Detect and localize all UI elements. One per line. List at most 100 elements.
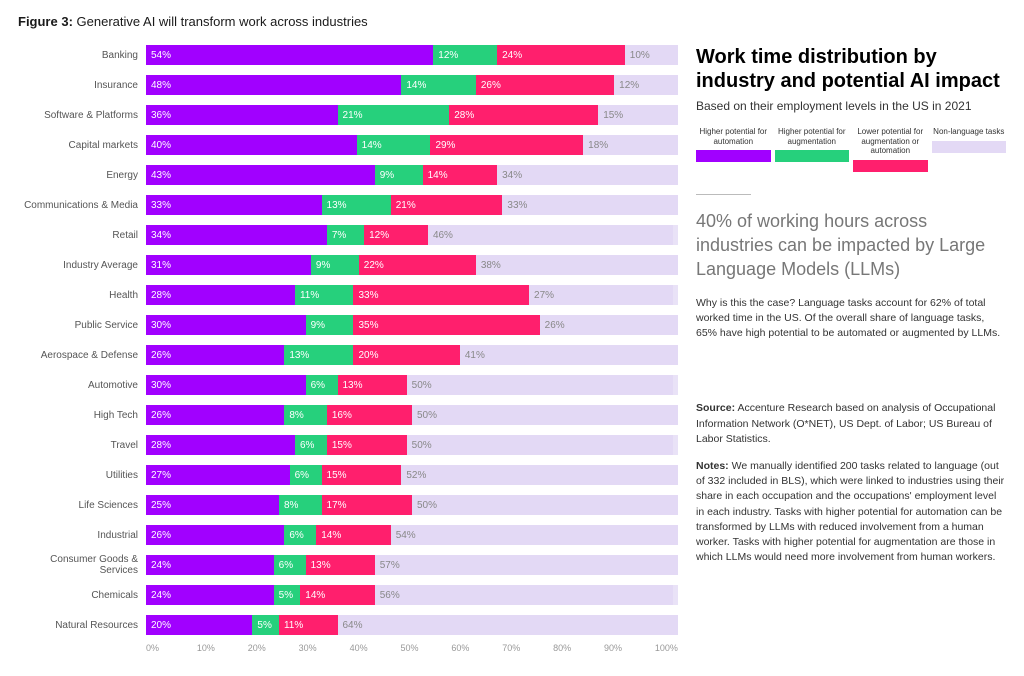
bar-segment: 26% <box>476 75 614 95</box>
row-label: Software & Platforms <box>18 110 146 121</box>
bar-segment: 20% <box>353 345 459 365</box>
bar-segment: 14% <box>423 165 497 185</box>
x-tick: 40% <box>350 643 401 653</box>
bar-segment: 17% <box>322 495 412 515</box>
bar-segment: 25% <box>146 495 279 515</box>
bar-track: 25%8%17%50% <box>146 495 678 515</box>
bar-segment: 21% <box>391 195 503 215</box>
legend-item: Lower potential for augmentation or auto… <box>853 127 928 172</box>
bar-segment: 10% <box>625 45 678 65</box>
bar-segment: 14% <box>316 525 390 545</box>
bar-row: Industry Average31%9%22%38% <box>18 251 678 279</box>
bar-track: 54%12%24%10% <box>146 45 678 65</box>
bar-segment: 40% <box>146 135 357 155</box>
bar-segment: 34% <box>497 165 678 185</box>
bar-track: 26%6%14%54% <box>146 525 678 545</box>
x-tick: 30% <box>299 643 350 653</box>
bar-segment: 8% <box>279 495 322 515</box>
bar-segment: 6% <box>284 525 316 545</box>
bar-segment: 30% <box>146 375 306 395</box>
notes-text: Notes: We manually identified 200 tasks … <box>696 459 1006 566</box>
source-text: Source: Accenture Research based on anal… <box>696 401 1006 447</box>
bar-segment: 11% <box>295 285 354 305</box>
bar-track: 33%13%21%33% <box>146 195 678 215</box>
bar-track: 36%21%28%15% <box>146 105 678 125</box>
main-layout: Banking54%12%24%10%Insurance48%14%26%12%… <box>18 41 1006 653</box>
bar-row: Travel28%6%15%50% <box>18 431 678 459</box>
bar-segment: 7% <box>327 225 364 245</box>
bar-segment: 20% <box>146 615 252 635</box>
bar-segment: 14% <box>300 585 374 605</box>
bar-segment: 27% <box>529 285 673 305</box>
bar-track: 20%5%11%64% <box>146 615 678 635</box>
bar-track: 31%9%22%38% <box>146 255 678 275</box>
bar-track: 24%5%14%56% <box>146 585 678 605</box>
bar-segment: 33% <box>502 195 678 215</box>
bar-segment: 8% <box>284 405 327 425</box>
bar-segment: 9% <box>311 255 359 275</box>
bar-track: 26%8%16%50% <box>146 405 678 425</box>
bar-segment: 13% <box>284 345 353 365</box>
x-tick: 20% <box>248 643 299 653</box>
bar-segment: 13% <box>306 555 375 575</box>
row-label: Retail <box>18 230 146 241</box>
row-label: Communications & Media <box>18 200 146 211</box>
row-label: Life Sciences <box>18 500 146 511</box>
bar-segment: 26% <box>540 315 678 335</box>
bar-segment: 11% <box>279 615 338 635</box>
bar-segment: 14% <box>401 75 475 95</box>
x-tick: 70% <box>502 643 553 653</box>
bar-track: 28%11%33%27% <box>146 285 678 305</box>
bar-segment: 6% <box>290 465 322 485</box>
why-paragraph: Why is this the case? Language tasks acc… <box>696 296 1006 342</box>
bar-track: 30%6%13%50% <box>146 375 678 395</box>
bar-segment: 33% <box>146 195 322 215</box>
legend-swatch <box>853 160 928 172</box>
divider <box>696 194 751 195</box>
row-label: Health <box>18 290 146 301</box>
bar-row: Banking54%12%24%10% <box>18 41 678 69</box>
bar-segment: 30% <box>146 315 306 335</box>
bar-row: Capital markets40%14%29%18% <box>18 131 678 159</box>
bar-segment: 12% <box>614 75 678 95</box>
bar-segment: 6% <box>306 375 338 395</box>
x-tick: 0% <box>146 643 197 653</box>
bar-segment: 24% <box>146 585 274 605</box>
x-axis: 0%10%20%30%40%50%60%70%80%90%100% <box>146 643 678 653</box>
bar-segment: 48% <box>146 75 401 95</box>
bar-segment: 15% <box>322 465 402 485</box>
x-tick: 100% <box>655 643 678 653</box>
bar-segment: 35% <box>353 315 539 335</box>
bar-track: 48%14%26%12% <box>146 75 678 95</box>
legend: Higher potential for automationHigher po… <box>696 127 1006 172</box>
bar-segment: 56% <box>375 585 673 605</box>
bar-row: Insurance48%14%26%12% <box>18 71 678 99</box>
row-label: Natural Resources <box>18 620 146 631</box>
row-label: Energy <box>18 170 146 181</box>
bar-segment: 50% <box>407 375 673 395</box>
legend-item: Higher potential for automation <box>696 127 771 172</box>
bar-row: Life Sciences25%8%17%50% <box>18 491 678 519</box>
row-label: Insurance <box>18 80 146 91</box>
bar-segment: 5% <box>274 585 301 605</box>
legend-swatch <box>696 150 771 162</box>
bar-row: Automotive30%6%13%50% <box>18 371 678 399</box>
bar-segment: 28% <box>146 285 295 305</box>
bar-segment: 36% <box>146 105 338 125</box>
bar-row: Natural Resources20%5%11%64% <box>18 611 678 639</box>
bar-segment: 26% <box>146 345 284 365</box>
row-label: Capital markets <box>18 140 146 151</box>
x-tick: 90% <box>604 643 655 653</box>
bar-segment: 13% <box>338 375 407 395</box>
bar-row: Public Service30%9%35%26% <box>18 311 678 339</box>
bar-segment: 28% <box>146 435 295 455</box>
bar-track: 40%14%29%18% <box>146 135 678 155</box>
bar-track: 28%6%15%50% <box>146 435 678 455</box>
bar-track: 24%6%13%57% <box>146 555 678 575</box>
bar-segment: 64% <box>338 615 678 635</box>
bar-segment: 28% <box>449 105 598 125</box>
bar-row: Utilities27%6%15%52% <box>18 461 678 489</box>
legend-label: Non-language tasks <box>932 127 1007 137</box>
bar-track: 43%9%14%34% <box>146 165 678 185</box>
row-label: Banking <box>18 50 146 61</box>
